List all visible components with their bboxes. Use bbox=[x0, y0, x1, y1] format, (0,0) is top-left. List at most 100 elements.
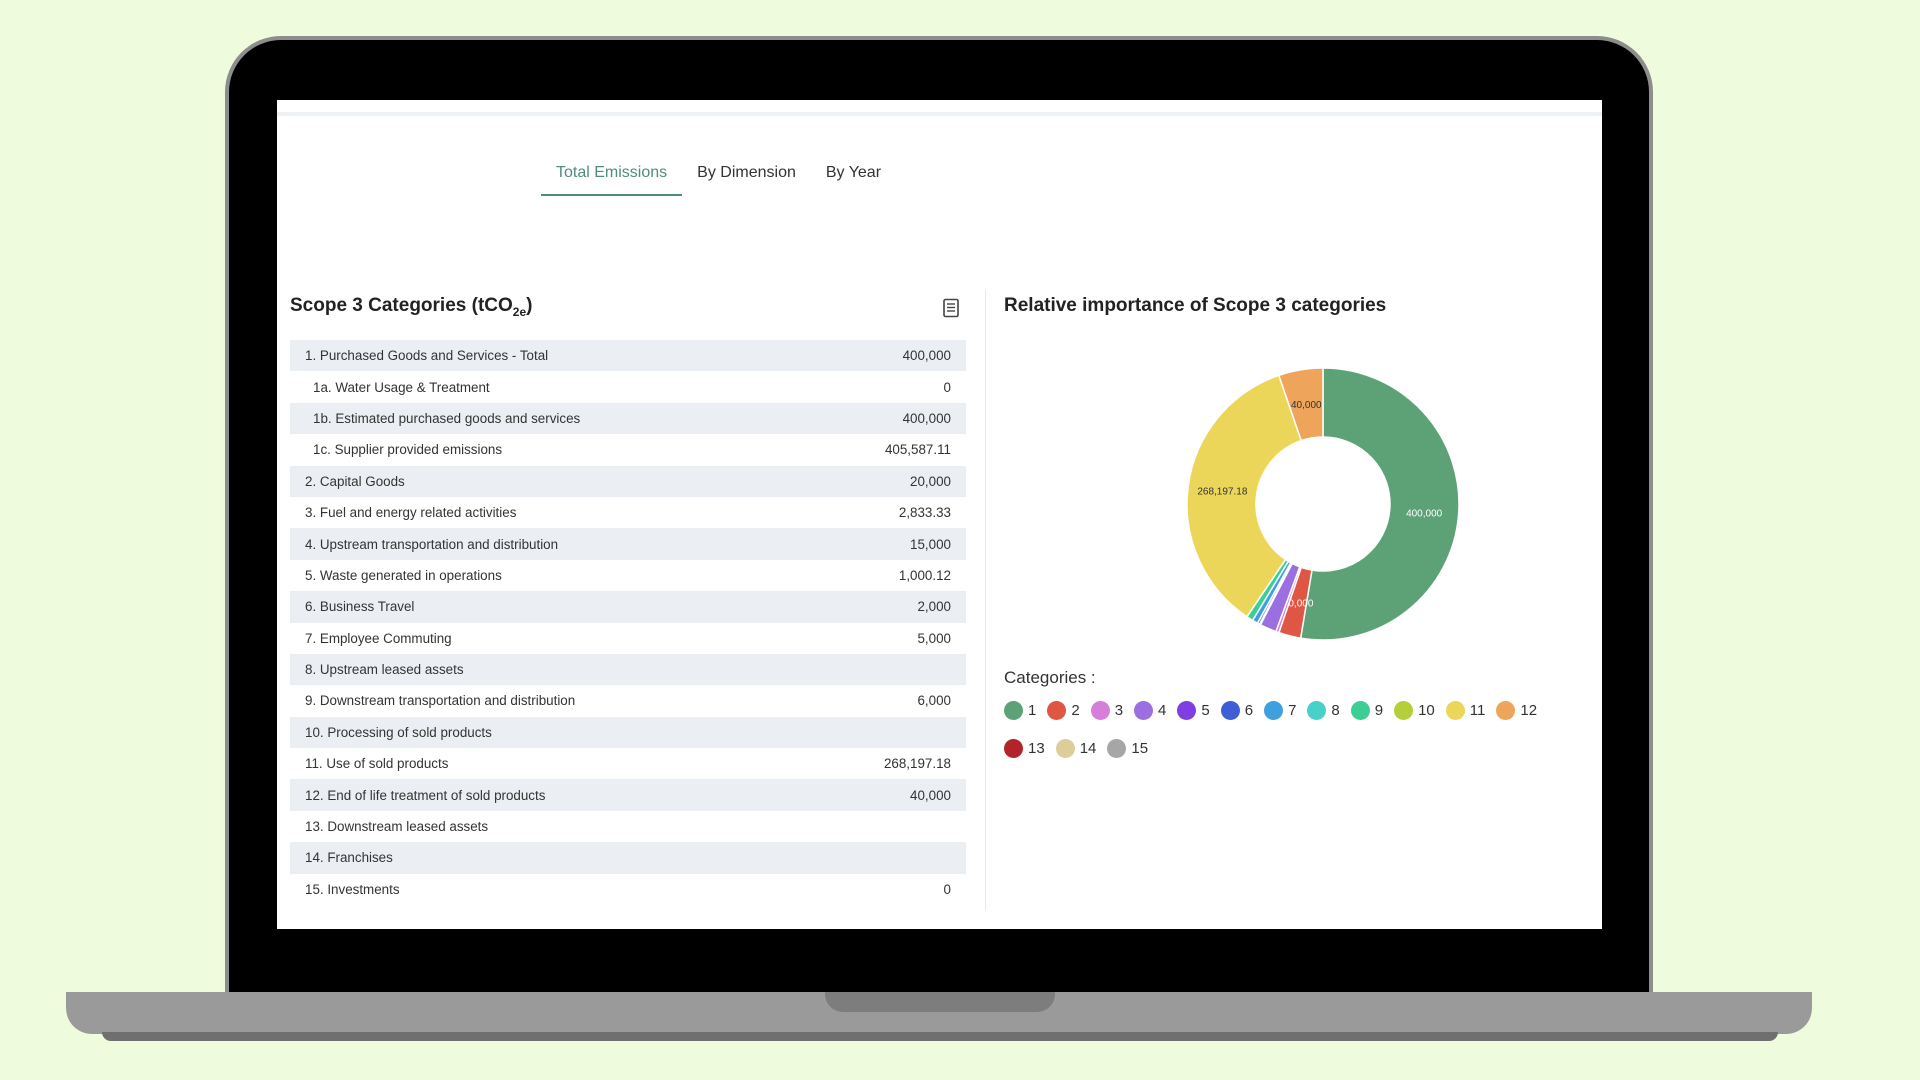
legend-item[interactable]: 14 bbox=[1055, 737, 1097, 759]
laptop-notch bbox=[825, 992, 1055, 1012]
category-label: 12. End of life treatment of sold produc… bbox=[290, 779, 803, 811]
category-value: 268,197.18 bbox=[883, 756, 951, 772]
category-label: 7. Employee Commuting bbox=[305, 630, 452, 646]
legend-label: 5 bbox=[1201, 701, 1210, 719]
table-row: 11. Use of sold products 268,197.18 bbox=[290, 748, 966, 779]
table-row: 13. Downstream leased assets bbox=[290, 811, 966, 842]
legend-item[interactable]: 2 bbox=[1047, 699, 1080, 721]
legend-item[interactable]: 12 bbox=[1496, 699, 1537, 721]
legend-swatch bbox=[1004, 700, 1023, 720]
legend-item[interactable]: 7 bbox=[1264, 699, 1296, 721]
category-value: 0 bbox=[943, 881, 951, 897]
legend-swatch bbox=[1350, 700, 1370, 720]
header-divider bbox=[277, 112, 1602, 116]
category-value bbox=[802, 716, 966, 749]
legend-swatch bbox=[1134, 700, 1154, 720]
category-label: 5. Waste generated in operations bbox=[305, 567, 502, 583]
legend-label: 2 bbox=[1071, 701, 1080, 719]
legend-item[interactable]: 4 bbox=[1134, 699, 1166, 721]
legend-item[interactable]: 1 bbox=[1004, 699, 1036, 721]
legend-swatch bbox=[1264, 700, 1284, 720]
category-value: 5,000 bbox=[917, 630, 951, 646]
legend-label: 15 bbox=[1131, 739, 1149, 757]
table-row: 1. Purchased Goods and Services - Total 4… bbox=[290, 340, 966, 372]
legend-swatch bbox=[1090, 700, 1110, 720]
legend-label: 7 bbox=[1288, 701, 1297, 719]
chart-legend: 1 2 3 4 5 6 7 8 9 10 11 12 13 14 15 bbox=[1004, 699, 1594, 759]
legend-item[interactable]: 5 bbox=[1177, 699, 1210, 721]
legend-swatch bbox=[1177, 700, 1197, 720]
category-label: 4. Upstream transportation and distribut… bbox=[290, 528, 803, 560]
category-value: 0 bbox=[943, 379, 951, 395]
app-screen: Total Emissions By Dimension By Year Sco… bbox=[277, 100, 1602, 929]
legend-swatch bbox=[1307, 700, 1327, 720]
legend-item[interactable]: 8 bbox=[1307, 699, 1340, 721]
legend-label: 9 bbox=[1374, 701, 1384, 719]
table-row: 1a. Water Usage & Treatment 0 bbox=[290, 371, 966, 402]
donut-data-label: 40,000 bbox=[1291, 400, 1322, 411]
category-value: 40,000 bbox=[802, 779, 966, 811]
table-row: 12. End of life treatment of sold produc… bbox=[290, 779, 966, 811]
tab-by-year[interactable]: By Year bbox=[825, 164, 882, 181]
category-label: 15. Investments bbox=[305, 881, 400, 897]
donut-slice-11[interactable] bbox=[1186, 374, 1303, 618]
category-label: 14. Franchises bbox=[290, 842, 803, 874]
category-label: 13. Downstream leased assets bbox=[305, 819, 489, 835]
donut-data-label: 268,197.18 bbox=[1197, 487, 1247, 498]
legend-item[interactable]: 15 bbox=[1107, 737, 1148, 759]
donut-slice-12[interactable] bbox=[1277, 367, 1324, 442]
legend-label: 11 bbox=[1469, 701, 1486, 719]
legend-swatch bbox=[1445, 700, 1465, 720]
document-icon[interactable] bbox=[942, 298, 960, 318]
tab-by-dimension[interactable]: By Dimension bbox=[697, 164, 796, 181]
legend-swatch bbox=[1220, 700, 1240, 720]
table-row: 4. Upstream transportation and distribut… bbox=[290, 528, 966, 560]
legend-item[interactable]: 13 bbox=[1004, 737, 1045, 759]
legend-item[interactable]: 11 bbox=[1445, 699, 1486, 721]
donut-slice-1[interactable] bbox=[1299, 367, 1460, 641]
legend-item[interactable]: 3 bbox=[1090, 699, 1124, 721]
category-value: 400,000 bbox=[802, 402, 966, 435]
donut-chart: 400,000 20,000 268,197.18 40,000 bbox=[1186, 367, 1460, 641]
panel-divider bbox=[985, 290, 986, 910]
category-value: 1,000.12 bbox=[898, 567, 951, 583]
legend-label: 3 bbox=[1114, 701, 1124, 719]
table-row: 6. Business Travel 2,000 bbox=[290, 591, 966, 623]
category-value: 15,000 bbox=[802, 528, 966, 560]
legend-item[interactable]: 10 bbox=[1394, 699, 1435, 721]
legend-label: 6 bbox=[1244, 701, 1254, 719]
category-value: 6,000 bbox=[917, 693, 951, 709]
legend-swatch bbox=[1107, 738, 1127, 758]
legend-swatch bbox=[1047, 700, 1067, 720]
category-value bbox=[803, 811, 966, 842]
category-value bbox=[802, 842, 966, 874]
table-row: 1c. Supplier provided emissions 405,587.1… bbox=[290, 434, 966, 465]
chart-title: Relative importance of Scope 3 categorie… bbox=[1004, 295, 1387, 316]
legend-label: 14 bbox=[1079, 739, 1097, 757]
table-row: 7. Employee Commuting 5,000 bbox=[290, 623, 966, 654]
categories-table: 1. Purchased Goods and Services - Total 4… bbox=[290, 340, 966, 905]
donut-data-label: 400,000 bbox=[1406, 508, 1443, 519]
category-label: 1c. Supplier provided emissions bbox=[313, 442, 503, 458]
category-value: 20,000 bbox=[802, 465, 966, 497]
category-value: 2,000 bbox=[802, 591, 966, 623]
relative-importance-panel: Relative importance of Scope 3 categorie… bbox=[1004, 290, 1594, 758]
category-label: 6. Business Travel bbox=[290, 591, 803, 623]
legend-item[interactable]: 9 bbox=[1350, 699, 1384, 721]
legend-label: 12 bbox=[1520, 701, 1538, 719]
table-row: 14. Franchises bbox=[290, 842, 966, 874]
table-row: 5. Waste generated in operations 1,000.12 bbox=[290, 560, 966, 591]
category-label: 11. Use of sold products bbox=[305, 756, 449, 772]
legend-swatch bbox=[1004, 738, 1023, 758]
category-label: 1. Purchased Goods and Services - Total bbox=[290, 340, 803, 372]
laptop-base-shadow bbox=[102, 1032, 1778, 1041]
table-row: 2. Capital Goods 20,000 bbox=[290, 465, 966, 497]
legend-swatch bbox=[1055, 738, 1075, 758]
tab-total-emissions[interactable]: Total Emissions bbox=[541, 155, 683, 196]
category-value: 405,587.11 bbox=[884, 442, 951, 458]
category-value: 400,000 bbox=[802, 340, 966, 372]
category-value bbox=[802, 653, 966, 686]
category-label: 2. Capital Goods bbox=[290, 465, 803, 497]
legend-item[interactable]: 6 bbox=[1220, 699, 1254, 721]
panel-title: Scope 3 Categories (tCO2e) bbox=[290, 295, 533, 319]
